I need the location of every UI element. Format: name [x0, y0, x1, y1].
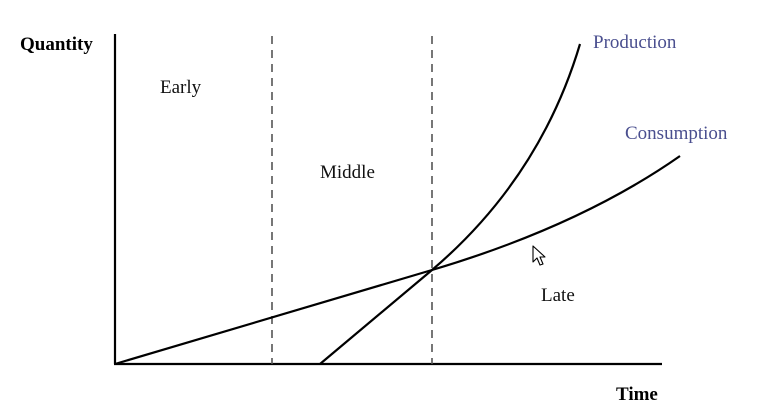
- production-label: Production: [593, 32, 677, 53]
- mouse-pointer-icon: [532, 245, 546, 266]
- consumption-label: Consumption: [625, 123, 728, 144]
- region-label-middle: Middle: [320, 162, 375, 183]
- x-axis-label: Time: [616, 384, 658, 405]
- y-axis-label: Quantity: [20, 34, 93, 55]
- region-label-early: Early: [160, 77, 202, 98]
- consumption-curve: [114, 155, 681, 366]
- region-label-late: Late: [541, 285, 575, 306]
- production-curve: [319, 43, 582, 365]
